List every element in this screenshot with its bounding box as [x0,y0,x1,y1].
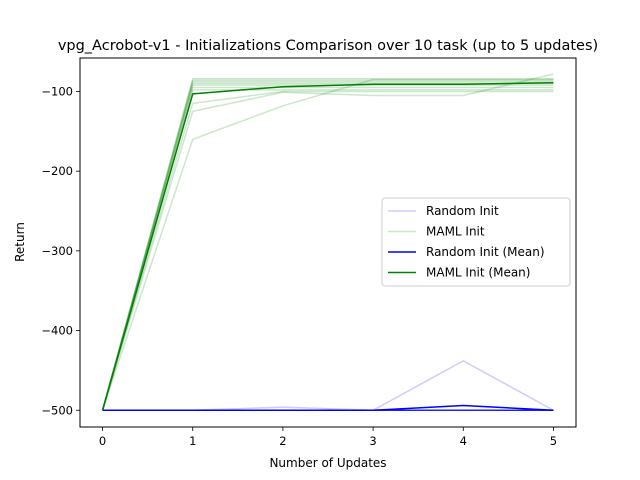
legend-label: Random Init (Mean) [426,245,545,259]
y-tick-label: −200 [41,164,73,178]
x-tick-label: 0 [99,434,106,448]
x-tick-label: 3 [369,434,376,448]
maml-init-run-line [101,90,554,411]
random-init-mean-line [102,404,554,412]
maml-init-mean-line [101,81,554,411]
x-axis: 0 1 2 3 4 5 [99,427,557,448]
maml-init-run-line [101,86,554,411]
chart-title: vpg_Acrobot-v1 - Initializations Compari… [58,38,598,54]
maml-init-run-line [101,81,554,411]
legend-box [381,197,571,287]
y-tick-label: −300 [41,244,73,258]
legend: Random Init MAML Init Random Init (Mean) MA… [381,197,571,287]
y-axis-label: Return [13,222,27,262]
y-tick-label: −400 [41,324,73,338]
x-tick-label: 4 [460,434,467,448]
maml-init-run-line [101,78,554,411]
plot-area [79,57,577,428]
maml-init-run-line [101,77,554,411]
legend-item: MAML Init (Mean) [388,266,530,280]
maml-init-run-line [101,73,554,411]
legend-items: Random Init MAML Init Random Init (Mean) MA… [388,204,545,280]
mean-lines-layer [101,81,554,412]
x-tick-label: 5 [550,434,557,448]
maml-init-run-line [101,89,554,411]
legend-item: Random Init [388,204,499,218]
legend-label: MAML Init [426,225,485,239]
y-tick-label: −500 [41,403,73,417]
y-axis: −500 −400 −300 −200 −100 [41,84,80,417]
x-axis-label: Number of Updates [269,456,386,470]
x-tick-label: 2 [279,434,286,448]
y-tick-label: −100 [41,84,73,98]
plot-frame [79,57,577,428]
legend-item: MAML Init [388,225,485,239]
legend-item: Random Init (Mean) [388,245,545,259]
legend-label: MAML Init (Mean) [426,266,530,280]
maml-init-run-line [101,79,554,411]
legend-label: Random Init [426,204,499,218]
x-tick-label: 1 [189,434,196,448]
